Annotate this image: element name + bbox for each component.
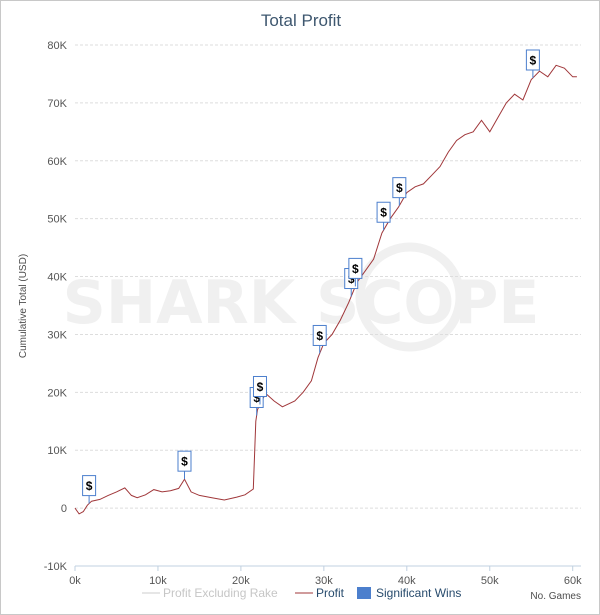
y-tick-label: 60K <box>47 156 67 168</box>
significant-wins-flags: $$$$$$$$$$ <box>82 49 540 504</box>
flag-box <box>392 177 407 199</box>
flag-label: $ <box>257 380 264 394</box>
x-tick-label: 10k <box>149 575 167 587</box>
x-axis-label: No. Games <box>530 591 581 602</box>
y-axis-label: Cumulative Total (USD) <box>18 254 29 358</box>
legend: Profit Excluding Rake Profit Significant… <box>142 586 461 600</box>
legend-label-profit-excluding-rake[interactable]: Profit Excluding Rake <box>163 586 278 600</box>
flag-label: $ <box>396 181 403 195</box>
significant-win-flag[interactable]: $ <box>82 475 97 504</box>
flag-label: $ <box>253 391 260 405</box>
flag-label: $ <box>86 479 93 493</box>
y-axis: -10K 0 10K 20K 30K 40K 50K 60K 70K 80K <box>44 40 68 573</box>
series-group <box>74 64 577 515</box>
legend-label-profit[interactable]: Profit <box>316 586 345 600</box>
flag-box <box>252 375 267 397</box>
legend-item-significant-wins[interactable]: Significant Wins <box>357 586 461 600</box>
flag-label: $ <box>316 329 323 343</box>
y-tick-label: 10K <box>47 445 67 457</box>
significant-win-flag[interactable]: $ <box>525 49 540 78</box>
significant-win-flag[interactable]: $ <box>252 375 267 405</box>
flag-box <box>177 450 192 472</box>
y-tick-label: 50K <box>47 214 67 226</box>
flag-label: $ <box>181 455 188 469</box>
flag-label: $ <box>530 53 537 67</box>
series-line-profit <box>74 64 577 515</box>
flag-label: $ <box>348 272 355 286</box>
legend-label-significant-wins[interactable]: Significant Wins <box>376 586 461 600</box>
watermark-crosshair <box>355 242 465 352</box>
flag-box <box>525 49 540 71</box>
significant-win-flag[interactable]: $ <box>348 257 363 287</box>
y-tick-label: 40K <box>47 272 67 284</box>
y-tick-label: 70K <box>47 98 67 110</box>
grid <box>75 44 581 567</box>
legend-swatch-significant-wins <box>357 587 371 599</box>
flag-box <box>82 475 97 497</box>
flag-box <box>348 257 363 279</box>
significant-win-flag[interactable]: $ <box>376 201 391 231</box>
significant-win-flag[interactable]: $ <box>177 450 192 480</box>
watermark-text: SHARK SCOPE <box>63 268 540 338</box>
legend-item-profit-excluding-rake[interactable]: Profit Excluding Rake <box>142 586 278 600</box>
x-tick-label: 50k <box>481 575 499 587</box>
x-tick-label: 60k <box>564 575 582 587</box>
y-tick-label: 0 <box>61 503 67 515</box>
flag-label: $ <box>352 262 359 276</box>
x-tick-label: 40k <box>398 575 416 587</box>
y-tick-label: 20K <box>47 387 67 399</box>
significant-win-flag[interactable]: $ <box>312 324 327 354</box>
flag-box <box>376 201 391 223</box>
y-tick-label: 30K <box>47 329 67 341</box>
y-tick-label: -10K <box>44 561 68 573</box>
x-tick-label: 30k <box>315 575 333 587</box>
x-tick-label: 0k <box>69 575 81 587</box>
flag-box <box>312 324 327 346</box>
y-tick-label: 80K <box>47 40 67 52</box>
significant-win-flag[interactable]: $ <box>392 177 407 206</box>
legend-item-profit[interactable]: Profit <box>295 586 345 600</box>
x-axis: 0k 10k 20k 30k 40k 50k 60k <box>69 566 582 587</box>
x-tick-label: 20k <box>232 575 250 587</box>
chart-title: Total Profit <box>261 11 342 30</box>
flag-label: $ <box>380 206 387 220</box>
